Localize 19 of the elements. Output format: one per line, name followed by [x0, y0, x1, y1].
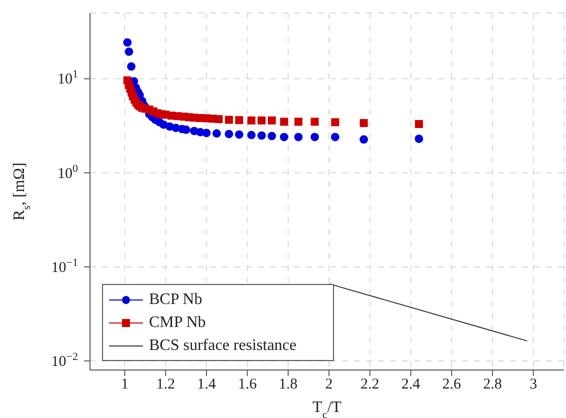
- x-tick-label: 3: [530, 376, 538, 393]
- legend-label: CMP Nb: [149, 314, 206, 330]
- y-tick-label: 10$^{1}$: [58, 68, 78, 88]
- x-axis-title: T$_{c}$/T: [312, 399, 342, 418]
- x-tick-label: 1.8: [278, 376, 298, 393]
- y-tick-label: 10$^{−1}$: [51, 256, 78, 276]
- legend-label: BCP Nb: [149, 290, 202, 308]
- y-tick-label: 10$^{−2}$: [51, 350, 78, 370]
- x-tick-label: 2.6: [442, 376, 462, 393]
- x-tick-label: 2: [325, 376, 333, 393]
- x-tick-label: 2.8: [483, 376, 502, 393]
- x-tick-label: 1.6: [238, 376, 258, 393]
- x-tick-label: 2.2: [360, 376, 380, 393]
- y-tick-label: 10$^{0}$: [58, 162, 78, 182]
- x-tick-label: 1.4: [197, 376, 216, 393]
- legend-label: BCS surface resistance: [149, 336, 297, 354]
- x-tick-label: 2.4: [401, 376, 421, 393]
- x-tick-label: 1.2: [156, 376, 175, 393]
- x-tick-label: 1: [120, 376, 128, 393]
